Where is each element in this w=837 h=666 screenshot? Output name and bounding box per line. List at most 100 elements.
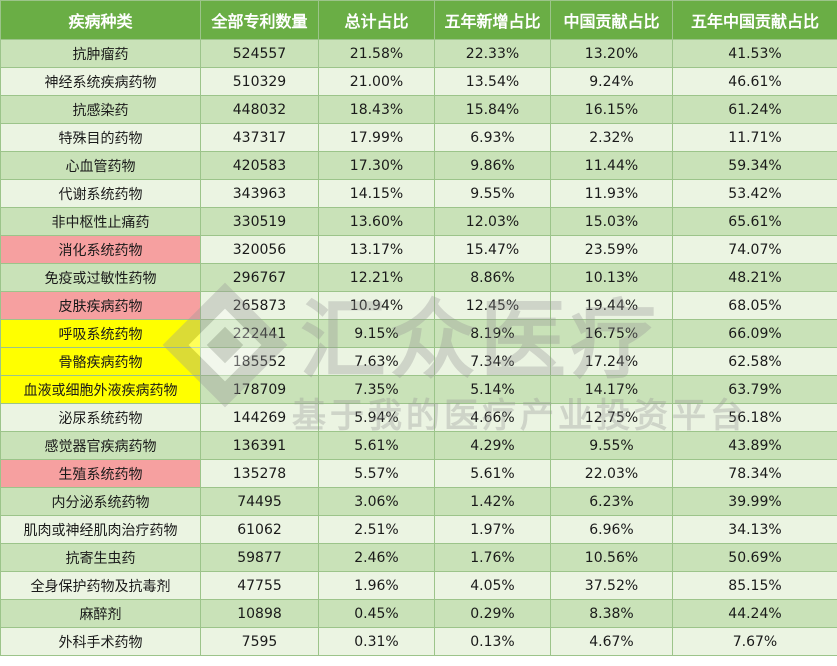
cell-patent-count: 61062 [200,515,319,544]
cell-disease-type: 外科手术药物 [0,627,201,656]
cell-patent-count: 136391 [200,431,319,460]
cell-china-share: 12.75% [550,403,673,432]
cell-five-year-new-share: 4.66% [434,403,551,432]
cell-five-year-china-share: 74.07% [672,235,837,264]
table-row: 心血管药物 420583 17.30% 9.86% 11.44% 59.34% [0,151,837,180]
cell-china-share: 9.24% [550,67,673,96]
cell-china-share: 19.44% [550,291,673,320]
table-row: 血液或细胞外液疾病药物 178709 7.35% 5.14% 14.17% 63.79% [0,375,837,404]
cell-total-share: 10.94% [318,291,435,320]
cell-five-year-new-share: 4.29% [434,431,551,460]
cell-five-year-china-share: 39.99% [672,487,837,516]
cell-patent-count: 437317 [200,123,319,152]
cell-five-year-china-share: 68.05% [672,291,837,320]
cell-patent-count: 524557 [200,39,319,68]
header-patent-count: 全部专利数量 [200,0,319,40]
table-row: 呼吸系统药物 222441 9.15% 8.19% 16.75% 66.09% [0,319,837,348]
cell-five-year-china-share: 63.79% [672,375,837,404]
cell-total-share: 0.31% [318,627,435,656]
cell-total-share: 7.63% [318,347,435,376]
cell-five-year-china-share: 85.15% [672,571,837,600]
cell-total-share: 5.57% [318,459,435,488]
cell-total-share: 17.99% [318,123,435,152]
cell-five-year-new-share: 0.13% [434,627,551,656]
table-row: 非中枢性止痛药 330519 13.60% 12.03% 15.03% 65.61% [0,207,837,236]
cell-patent-count: 448032 [200,95,319,124]
cell-china-share: 11.44% [550,151,673,180]
cell-disease-type: 泌尿系统药物 [0,403,201,432]
table-row: 抗感染药 448032 18.43% 15.84% 16.15% 61.24% [0,95,837,124]
cell-disease-type: 消化系统药物 [0,235,201,264]
cell-total-share: 9.15% [318,319,435,348]
cell-five-year-china-share: 34.13% [672,515,837,544]
cell-total-share: 7.35% [318,375,435,404]
table-row: 皮肤疾病药物 265873 10.94% 12.45% 19.44% 68.05% [0,291,837,320]
cell-total-share: 21.00% [318,67,435,96]
cell-total-share: 5.94% [318,403,435,432]
cell-china-share: 6.96% [550,515,673,544]
cell-five-year-china-share: 50.69% [672,543,837,572]
cell-total-share: 2.51% [318,515,435,544]
cell-china-share: 11.93% [550,179,673,208]
cell-china-share: 22.03% [550,459,673,488]
cell-five-year-china-share: 48.21% [672,263,837,292]
cell-patent-count: 296767 [200,263,319,292]
cell-five-year-new-share: 0.29% [434,599,551,628]
cell-patent-count: 343963 [200,179,319,208]
cell-total-share: 3.06% [318,487,435,516]
cell-five-year-new-share: 22.33% [434,39,551,68]
table-row: 感觉器官疾病药物 136391 5.61% 4.29% 9.55% 43.89% [0,431,837,460]
header-five-year-china-share: 五年中国贡献占比 [672,0,837,40]
cell-total-share: 5.61% [318,431,435,460]
cell-total-share: 1.96% [318,571,435,600]
cell-total-share: 13.17% [318,235,435,264]
cell-total-share: 12.21% [318,263,435,292]
table-row: 生殖系统药物 135278 5.57% 5.61% 22.03% 78.34% [0,459,837,488]
table-body: 抗肿瘤药 524557 21.58% 22.33% 13.20% 41.53% 神经系统疾病… [0,39,837,656]
cell-five-year-new-share: 12.03% [434,207,551,236]
cell-china-share: 16.15% [550,95,673,124]
cell-five-year-china-share: 78.34% [672,459,837,488]
cell-total-share: 13.60% [318,207,435,236]
cell-patent-count: 135278 [200,459,319,488]
cell-five-year-new-share: 6.93% [434,123,551,152]
cell-disease-type: 生殖系统药物 [0,459,201,488]
table-row: 麻醉剂 10898 0.45% 0.29% 8.38% 44.24% [0,599,837,628]
cell-disease-type: 非中枢性止痛药 [0,207,201,236]
cell-total-share: 0.45% [318,599,435,628]
cell-five-year-new-share: 9.55% [434,179,551,208]
cell-china-share: 17.24% [550,347,673,376]
cell-patent-count: 510329 [200,67,319,96]
cell-five-year-new-share: 1.76% [434,543,551,572]
cell-patent-count: 144269 [200,403,319,432]
table-row: 泌尿系统药物 144269 5.94% 4.66% 12.75% 56.18% [0,403,837,432]
cell-patent-count: 59877 [200,543,319,572]
cell-five-year-china-share: 53.42% [672,179,837,208]
cell-five-year-china-share: 46.61% [672,67,837,96]
cell-disease-type: 麻醉剂 [0,599,201,628]
header-five-year-new-share: 五年新增占比 [434,0,551,40]
cell-china-share: 37.52% [550,571,673,600]
cell-china-share: 14.17% [550,375,673,404]
table-row: 全身保护药物及抗毒剂 47755 1.96% 4.05% 37.52% 85.15% [0,571,837,600]
table-row: 骨骼疾病药物 185552 7.63% 7.34% 17.24% 62.58% [0,347,837,376]
table-row: 外科手术药物 7595 0.31% 0.13% 4.67% 7.67% [0,627,837,656]
cell-disease-type: 呼吸系统药物 [0,319,201,348]
cell-china-share: 6.23% [550,487,673,516]
cell-disease-type: 感觉器官疾病药物 [0,431,201,460]
cell-disease-type: 抗肿瘤药 [0,39,201,68]
cell-five-year-china-share: 65.61% [672,207,837,236]
cell-five-year-china-share: 66.09% [672,319,837,348]
cell-patent-count: 222441 [200,319,319,348]
cell-five-year-china-share: 61.24% [672,95,837,124]
cell-disease-type: 骨骼疾病药物 [0,347,201,376]
cell-five-year-china-share: 41.53% [672,39,837,68]
cell-disease-type: 免疫或过敏性药物 [0,263,201,292]
cell-five-year-new-share: 12.45% [434,291,551,320]
cell-five-year-new-share: 13.54% [434,67,551,96]
cell-five-year-china-share: 56.18% [672,403,837,432]
cell-total-share: 14.15% [318,179,435,208]
table-row: 神经系统疾病药物 510329 21.00% 13.54% 9.24% 46.61% [0,67,837,96]
